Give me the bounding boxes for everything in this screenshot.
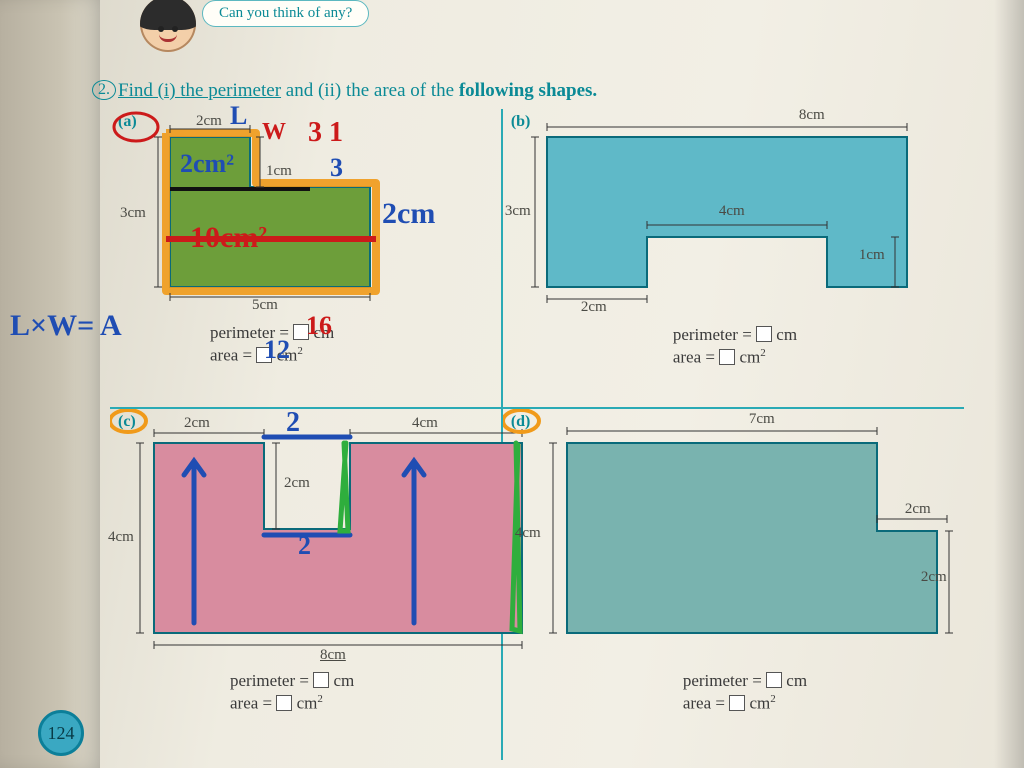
shape-c (104, 413, 544, 653)
area-unit-b: cm (739, 348, 760, 367)
book-spine (0, 0, 100, 768)
perim-box-c (313, 672, 329, 688)
character-face-icon (140, 0, 196, 52)
annotation-red-circle-a (110, 109, 170, 149)
dim-a-top: 2cm (196, 113, 222, 130)
dim-b-cuth: 1cm (859, 247, 885, 264)
perim-unit-c: cm (333, 671, 354, 690)
dim-d-left: 4cm (515, 525, 541, 542)
dim-d-stepw: 2cm (905, 501, 931, 518)
page-number-text: 124 (48, 723, 75, 744)
dim-d-top: 7cm (749, 411, 775, 428)
area-label-a: area = (210, 346, 252, 365)
perim-label-b: perimeter = (673, 325, 752, 344)
dim-b-bl: 2cm (581, 299, 607, 316)
perim-unit-d: cm (786, 671, 807, 690)
question-number: 2. (92, 80, 116, 100)
answers-c: perimeter = cm area = cm2 (230, 669, 354, 714)
area-unit-a: cm (277, 346, 298, 365)
area-label-b: area = (673, 348, 715, 367)
perim-label-c: perimeter = (230, 671, 309, 690)
shape-d-poly (567, 443, 937, 633)
problem-a: (a) 2cm 1cm 3cm 5cm (110, 109, 503, 409)
problem-d: (d) 7cm 4cm 2cm 2cm perimeter = cm area … (503, 409, 964, 760)
answers-b: perimeter = cm area = cm2 (673, 323, 797, 368)
question-row: 2. Find (i) the perimeter and (ii) the a… (118, 80, 984, 102)
dim-a-bottom: 5cm (252, 297, 278, 314)
page-edge-shadow (994, 0, 1024, 768)
dim-a-left: 3cm (120, 205, 146, 222)
area-box-a (256, 347, 272, 363)
dim-c-bottom: 8cm (320, 647, 346, 664)
area-box-c (276, 695, 292, 711)
speech-bubble: Can you think of any? (202, 0, 369, 27)
area-label-c: area = (230, 694, 272, 713)
dim-b-left: 3cm (505, 203, 531, 220)
problems-grid: (a) 2cm 1cm 3cm 5cm (110, 108, 964, 760)
problem-b: (b) 8cm 3cm 2cm 4cm 1cm perimeter = cm a… (503, 109, 964, 409)
question-text: Find (i) the perimeter and (ii) the area… (118, 80, 597, 101)
dim-c-notch: 2cm (284, 475, 310, 492)
perim-unit-a: cm (313, 323, 334, 342)
speech-bubble-text: Can you think of any? (219, 5, 352, 21)
page-number: 124 (38, 710, 84, 756)
speech-bubble-row: Can you think of any? (140, 0, 369, 52)
textbook-page: Can you think of any? 2. Find (i) the pe… (0, 0, 1024, 768)
shape-d (507, 413, 967, 653)
perim-box-b (756, 326, 772, 342)
area-unit-d: cm (749, 694, 770, 713)
shape-c-poly (154, 443, 522, 633)
answers-d: perimeter = cm area = cm2 (683, 669, 807, 714)
perim-label-a: perimeter = (210, 323, 289, 342)
dim-d-steph: 2cm (921, 569, 947, 586)
perim-box-a (293, 324, 309, 340)
area-box-d (729, 695, 745, 711)
shape-a-poly (170, 137, 370, 287)
problem-c: (c) (110, 409, 503, 760)
perim-label-d: perimeter = (683, 671, 762, 690)
area-unit-c: cm (297, 694, 318, 713)
dim-b-top: 8cm (799, 107, 825, 124)
perim-box-d (766, 672, 782, 688)
answers-a: perimeter = cm 16 area = cm2 12 (210, 321, 334, 366)
area-box-b (719, 349, 735, 365)
dim-c-tl: 2cm (184, 415, 210, 432)
perim-unit-b: cm (776, 325, 797, 344)
dim-c-tr: 4cm (412, 415, 438, 432)
dim-c-left: 4cm (108, 529, 134, 546)
area-label-d: area = (683, 694, 725, 713)
dim-b-cutw: 4cm (719, 203, 745, 220)
dim-a-inner: 1cm (266, 163, 292, 180)
